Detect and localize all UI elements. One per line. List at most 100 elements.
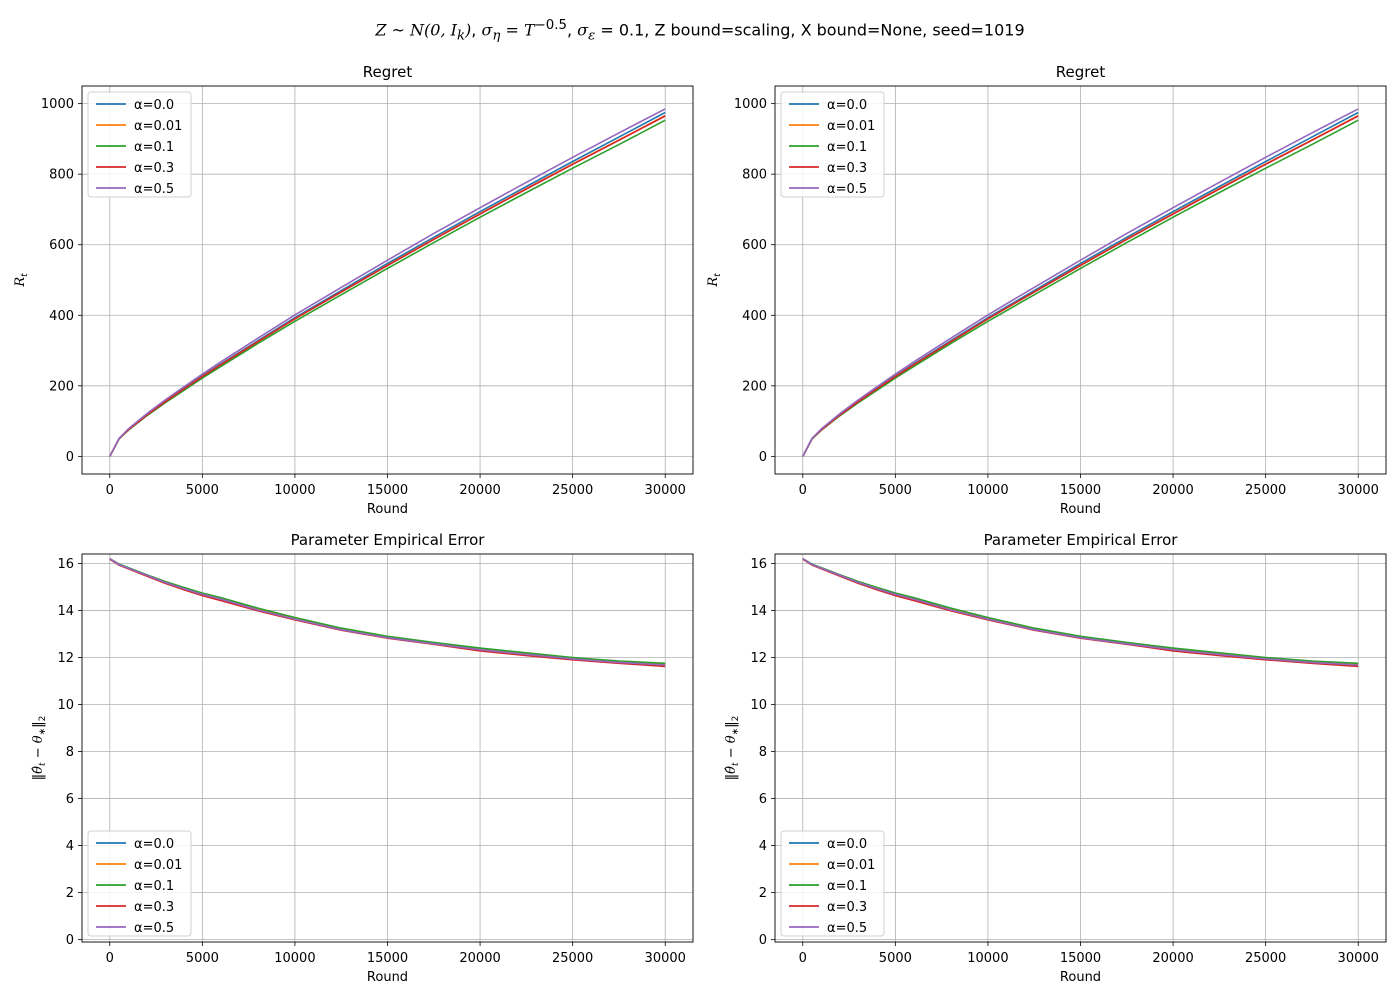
legend: α=0.0 α=0.01 α=0.1 α=0.3 α=0.5 [780, 830, 885, 937]
title-sigma-eta: σ [481, 20, 493, 40]
y-tick-label: 0 [66, 450, 74, 465]
legend-entry: α=0.01 [827, 858, 875, 873]
legend-entry: α=0.3 [134, 900, 174, 915]
legend-entry: α=0.3 [827, 161, 867, 176]
x-tick-label: 15000 [1060, 483, 1101, 498]
y-tick-label: 1000 [734, 97, 767, 112]
legend-entry: α=0.0 [134, 837, 174, 852]
y-tick-label: 0 [66, 933, 74, 948]
legend-entry: α=0.0 [827, 98, 867, 113]
title-eps-subscript: ε [588, 28, 596, 44]
x-tick-label: 30000 [1338, 483, 1379, 498]
subplot-title: Regret [1056, 63, 1106, 81]
x-axis-label: Round [367, 502, 408, 517]
legend-entry: α=0.01 [827, 119, 875, 134]
subplot-title: Parameter Empirical Error [291, 531, 486, 549]
y-tick-label: 800 [49, 168, 74, 183]
y-tick-label: 400 [742, 309, 767, 324]
x-axis-label: Round [367, 970, 408, 985]
y-tick-label: 16 [750, 557, 767, 572]
title-z-distribution: Z ~ N(0, I [375, 20, 457, 40]
subplot-2: 0 5000 10000 15000 20000 25000 30000 0 200 400 600… [706, 63, 1387, 517]
title-k-subscript: k [456, 28, 466, 44]
series-line-α=0.5 [802, 558, 1359, 666]
title-close-paren: ) [465, 20, 472, 40]
subplot-3: 0 5000 10000 15000 20000 25000 30000 0 2 4 6 8 10 12 1… [31, 531, 694, 985]
x-tick-label: 20000 [459, 951, 500, 966]
legend-entry: α=0.1 [134, 140, 174, 155]
title-eq-t: = T [500, 20, 535, 40]
x-tick-label: 25000 [1245, 951, 1286, 966]
series-line-α=0.5 [802, 108, 1359, 457]
y-tick-label: 2 [759, 886, 767, 901]
x-axis-label: Round [1060, 970, 1101, 985]
y-tick-label: 600 [742, 238, 767, 253]
y-tick-label: 8 [759, 745, 767, 760]
y-tick-label: 10 [57, 698, 74, 713]
legend-entry: α=0.5 [827, 921, 867, 936]
y-tick-label: 800 [742, 168, 767, 183]
x-tick-label: 25000 [552, 483, 593, 498]
y-tick-label: 10 [750, 698, 767, 713]
x-tick-label: 20000 [1152, 483, 1193, 498]
title-x-bound: X bound=None [800, 20, 923, 40]
series-line-α=0.3 [802, 115, 1359, 457]
x-tick-label: 30000 [1338, 951, 1379, 966]
y-tick-label: 4 [759, 839, 767, 854]
legend: α=0.0 α=0.01 α=0.1 α=0.3 α=0.5 [87, 830, 192, 937]
series-line-α=0.5 [109, 108, 666, 457]
title-t-exponent: −0.5 [534, 18, 567, 33]
y-tick-label: 600 [49, 238, 74, 253]
x-tick-label: 0 [106, 483, 114, 498]
y-tick-label: 2 [66, 886, 74, 901]
legend-box [87, 91, 192, 198]
legend-entry: α=0.5 [134, 182, 174, 197]
x-tick-label: 15000 [367, 951, 408, 966]
legend-entry: α=0.0 [134, 98, 174, 113]
legend-entry: α=0.3 [827, 900, 867, 915]
x-tick-label: 5000 [879, 483, 912, 498]
x-tick-label: 15000 [1060, 951, 1101, 966]
x-tick-label: 20000 [459, 483, 500, 498]
legend-entry: α=0.5 [134, 921, 174, 936]
title-seed: seed=1019 [932, 20, 1025, 40]
title-eq-eps: = 0.1 [595, 20, 645, 40]
x-tick-label: 0 [106, 951, 114, 966]
y-tick-label: 6 [66, 792, 74, 807]
x-tick-label: 25000 [1245, 483, 1286, 498]
x-tick-label: 5000 [186, 483, 219, 498]
x-tick-label: 10000 [274, 483, 315, 498]
y-tick-label: 16 [57, 557, 74, 572]
legend-box [780, 91, 885, 198]
y-tick-label: 14 [57, 604, 74, 619]
y-tick-label: 0 [759, 450, 767, 465]
legend-box [780, 830, 885, 937]
x-tick-label: 30000 [645, 483, 686, 498]
title-sigma-eps: σ [577, 20, 589, 40]
x-tick-label: 10000 [967, 483, 1008, 498]
y-axis-label: ‖θ̂t − θ∗‖2 [31, 716, 48, 781]
title-z-bound: Z bound=scaling [654, 20, 791, 40]
y-axis-label: Rt [706, 273, 723, 288]
figure-title: Z ~ N(0, Ik), ση = T−0.5, σε = 0.1, Z bo… [375, 18, 1025, 44]
legend-entry: α=0.1 [827, 879, 867, 894]
x-tick-label: 20000 [1152, 951, 1193, 966]
y-tick-label: 6 [759, 792, 767, 807]
legend-entry: α=0.5 [827, 182, 867, 197]
y-tick-label: 400 [49, 309, 74, 324]
subplot-4: 0 5000 10000 15000 20000 25000 30000 0 2 4 6 8 10 12 1… [724, 531, 1387, 985]
legend-box [87, 830, 192, 937]
y-tick-label: 200 [49, 379, 74, 394]
title-eta-subscript: η [492, 28, 501, 44]
subplot-title: Regret [363, 63, 413, 81]
x-tick-label: 10000 [967, 951, 1008, 966]
y-tick-label: 200 [742, 379, 767, 394]
y-tick-label: 8 [66, 745, 74, 760]
y-tick-label: 12 [750, 651, 767, 666]
y-tick-label: 4 [66, 839, 74, 854]
series-line-α=0.5 [109, 558, 666, 666]
x-tick-label: 25000 [552, 951, 593, 966]
y-tick-label: 0 [759, 933, 767, 948]
y-tick-label: 1000 [41, 97, 74, 112]
